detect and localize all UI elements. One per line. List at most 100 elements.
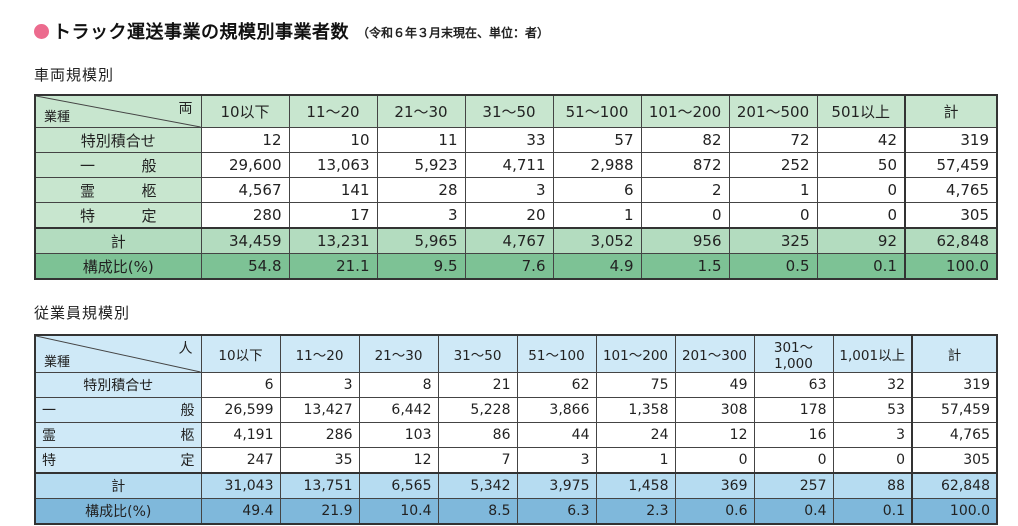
table-cell: 63 — [753, 372, 834, 398]
table-cell: 305 — [911, 447, 998, 474]
table-cell: 2,988 — [552, 152, 642, 178]
table-cell: 13,427 — [279, 397, 360, 423]
table-cell: 872 — [640, 152, 730, 178]
table-cell: 9.5 — [376, 253, 466, 280]
table-cell: 62 — [516, 372, 597, 398]
table-cell: 5,228 — [437, 397, 518, 423]
column-header: 201～500 — [728, 94, 818, 128]
table-cell: 13,751 — [279, 472, 360, 499]
table-cell: 35 — [279, 447, 360, 474]
table-cell: 12 — [200, 127, 290, 153]
table-cell: 0.6 — [674, 498, 755, 525]
table-row: 構成比(%) 54.8 21.1 9.5 7.6 4.9 1.5 0.5 0.1 100.0 — [34, 253, 998, 280]
row-label: 特別積合せ — [34, 372, 202, 398]
column-header: 計 — [911, 334, 998, 373]
page-title-text: トラック運送事業の規模別事業者数 — [53, 22, 349, 43]
pink-bullet-icon — [34, 23, 49, 39]
table-cell: 308 — [674, 397, 755, 423]
table-cell: 21 — [437, 372, 518, 398]
row-label: 霊 柩 — [34, 422, 202, 448]
column-header: 101～200 — [640, 94, 730, 128]
row-label: 一 般 — [34, 397, 202, 423]
table-cell: 6.3 — [516, 498, 597, 525]
table-cell: 1,358 — [595, 397, 676, 423]
employee-header-row: 人 業種 10以下 11～20 21～30 31～50 51～100 101～200 201… — [34, 334, 998, 373]
column-header: 11～20 — [279, 334, 360, 373]
table-cell: 4,765 — [911, 422, 998, 448]
table-cell: 103 — [358, 422, 439, 448]
table-cell: 6,442 — [358, 397, 439, 423]
table-cell: 2.3 — [595, 498, 676, 525]
table-row: 特別積合せ 6 3 8 21 62 75 49 63 32 319 — [34, 372, 998, 398]
column-header: 11～20 — [288, 94, 378, 128]
table-cell: 2 — [640, 177, 730, 203]
table-cell: 6 — [200, 372, 281, 398]
row-label: 特 定 — [34, 447, 202, 474]
table-cell: 16 — [753, 422, 834, 448]
table-cell: 100.0 — [911, 498, 998, 525]
table-cell: 44 — [516, 422, 597, 448]
column-header: 10以下 — [200, 334, 281, 373]
table-cell: 1 — [552, 202, 642, 229]
table-cell: 3 — [376, 202, 466, 229]
column-header: 201～300 — [674, 334, 755, 373]
column-header: 1,001以上 — [832, 334, 913, 373]
page-title: トラック運送事業の規模別事業者数 （令和６年３月末現在、単位：者） — [34, 18, 549, 44]
table-cell: 26,599 — [200, 397, 281, 423]
table-cell: 75 — [595, 372, 676, 398]
table-cell: 3 — [516, 447, 597, 474]
table-cell: 0.1 — [832, 498, 913, 525]
table-cell: 1 — [595, 447, 676, 474]
table-cell: 49 — [674, 372, 755, 398]
table-cell: 0 — [674, 447, 755, 474]
row-label: 計 — [34, 472, 202, 499]
table-cell: 10 — [288, 127, 378, 153]
table-row: 計 31,043 13,751 6,565 5,342 3,975 1,458 369 257 8… — [34, 472, 998, 499]
table-cell: 54.8 — [200, 253, 290, 280]
column-header: 51～100 — [552, 94, 642, 128]
employee-section-title: 従業員規模別 — [34, 304, 131, 322]
column-header: 31～50 — [437, 334, 518, 373]
column-header: 301～1,000 — [753, 334, 834, 373]
table-row: 霊 柩 4,567 141 28 3 6 2 1 0 4,765 — [34, 177, 998, 203]
table-cell: 305 — [904, 202, 998, 229]
table-cell: 178 — [753, 397, 834, 423]
row-label: 計 — [34, 227, 202, 254]
column-header: 21～30 — [376, 94, 466, 128]
table-cell: 53 — [832, 397, 913, 423]
table-cell: 28 — [376, 177, 466, 203]
table-cell: 21.1 — [288, 253, 378, 280]
table-cell: 57,459 — [904, 152, 998, 178]
column-header: 31～50 — [464, 94, 554, 128]
table-row: 構成比(%) 49.4 21.9 10.4 8.5 6.3 2.3 0.6 0.4 0.1 100.… — [34, 498, 998, 525]
table-cell: 286 — [279, 422, 360, 448]
table-cell: 33 — [464, 127, 554, 153]
table-row: 一 般 29,600 13,063 5,923 4,711 2,988 872 252 50 57… — [34, 152, 998, 178]
table-cell: 24 — [595, 422, 676, 448]
table-cell: 7.6 — [464, 253, 554, 280]
table-cell: 0 — [832, 447, 913, 474]
table-cell: 11 — [376, 127, 466, 153]
table-cell: 62,848 — [904, 227, 998, 254]
column-header: 計 — [904, 94, 998, 128]
table-cell: 100.0 — [904, 253, 998, 280]
table-cell: 4,765 — [904, 177, 998, 203]
employee-corner-bottom: 業種 — [44, 355, 71, 370]
vehicle-body: 特別積合せ 12 10 11 33 57 82 72 42 319 一 般 29,600 13,063 5… — [34, 127, 998, 280]
table-cell: 257 — [753, 472, 834, 499]
table-cell: 0 — [816, 202, 906, 229]
table-cell: 369 — [674, 472, 755, 499]
table-cell: 4.9 — [552, 253, 642, 280]
table-cell: 956 — [640, 227, 730, 254]
table-cell: 4,711 — [464, 152, 554, 178]
table-cell: 1.5 — [640, 253, 730, 280]
table-row: 計 34,459 13,231 5,965 4,767 3,052 956 325 92 62,8… — [34, 227, 998, 254]
table-cell: 0 — [753, 447, 834, 474]
row-label: 一 般 — [34, 152, 202, 178]
table-cell: 247 — [200, 447, 281, 474]
table-cell: 31,043 — [200, 472, 281, 499]
table-cell: 5,342 — [437, 472, 518, 499]
table-cell: 252 — [728, 152, 818, 178]
table-row: 特 定 247 35 12 7 3 1 0 0 0 305 — [34, 447, 998, 474]
table-cell: 20 — [464, 202, 554, 229]
